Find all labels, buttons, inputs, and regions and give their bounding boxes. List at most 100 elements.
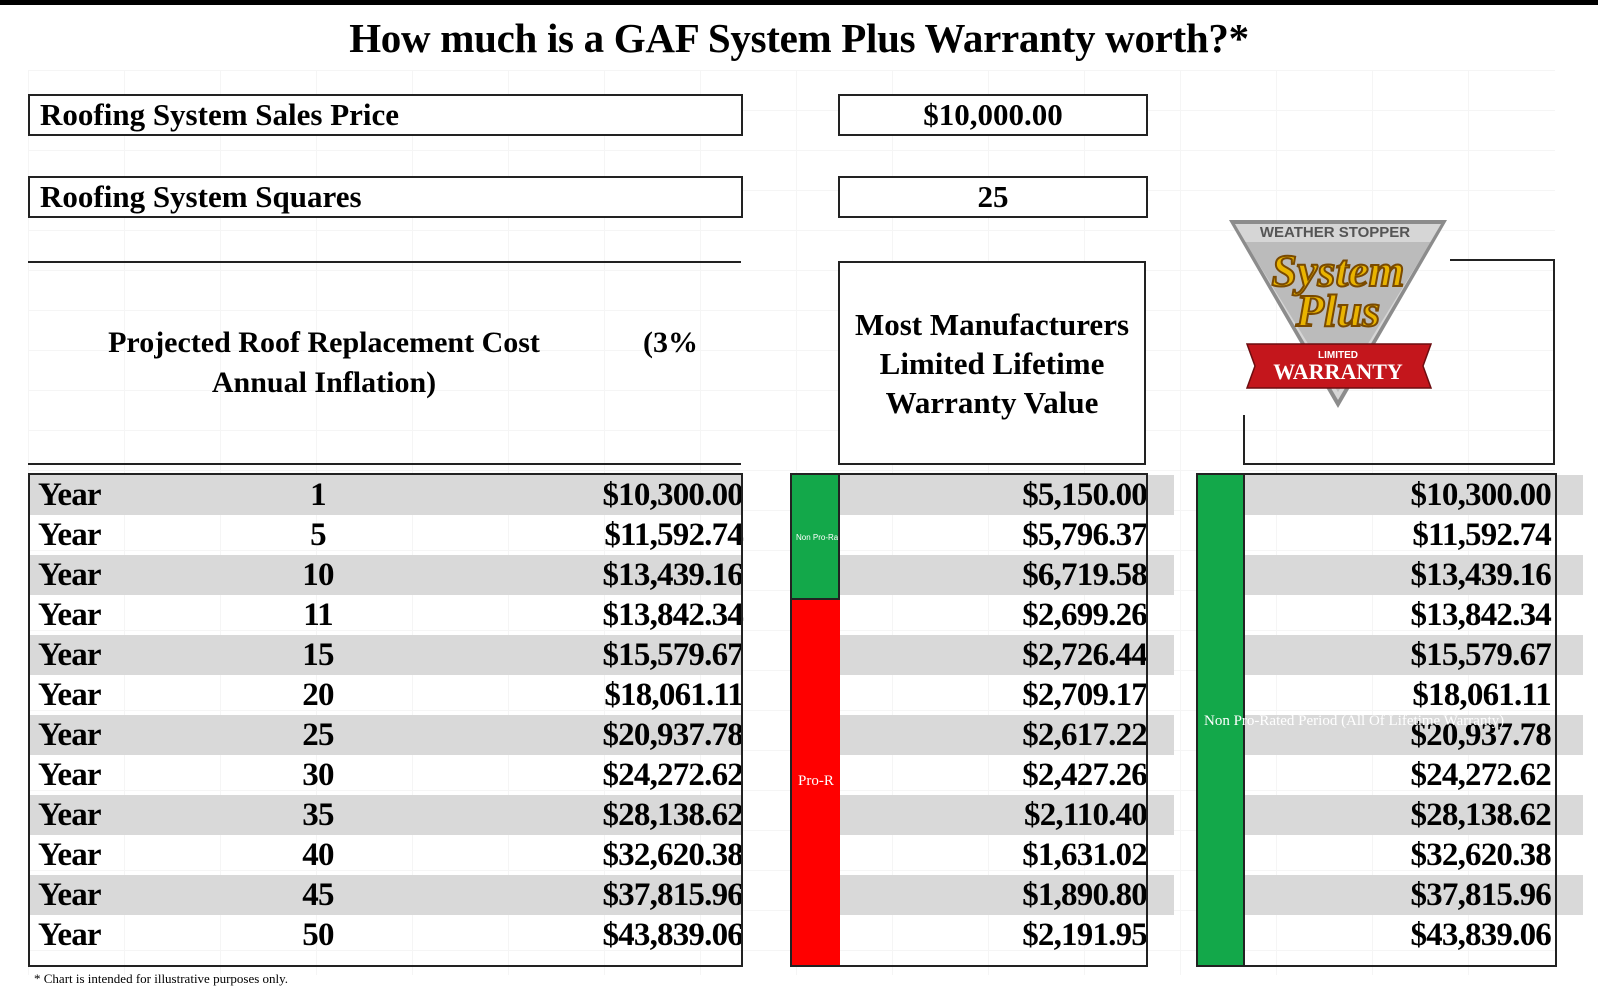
gaf-value: $20,937.78 bbox=[1410, 717, 1551, 753]
projected-header-percent: (3% bbox=[643, 326, 698, 359]
projected-header-line2: Annual Inflation) bbox=[211, 366, 437, 399]
manufacturer-value: $2,191.95 bbox=[1022, 917, 1148, 953]
gaf-bar-divider bbox=[1243, 475, 1245, 965]
year-number: 50 bbox=[302, 917, 334, 953]
year-label: Year bbox=[38, 717, 102, 753]
manufacturer-value: $5,150.00 bbox=[1022, 477, 1148, 513]
projected-cost: $11,592.74 bbox=[604, 517, 743, 553]
gaf-header-bottom-border bbox=[1243, 463, 1555, 465]
year-number: 25 bbox=[302, 717, 334, 753]
gaf-value: $43,839.06 bbox=[1410, 917, 1551, 953]
table-row: Year 35 $28,138.62 $2,110.40 $28,138.62 bbox=[28, 795, 1583, 835]
projected-cost: $18,061.11 bbox=[604, 677, 743, 713]
projected-cost: $13,439.16 bbox=[602, 557, 743, 593]
footnote: * Chart is intended for illustrative pur… bbox=[34, 971, 289, 986]
gaf-table-border bbox=[1196, 473, 1557, 967]
non-prorated-bar: Non Pro-Rated bbox=[792, 475, 840, 599]
squares-field[interactable]: 25 bbox=[838, 176, 1148, 218]
year-number: 5 bbox=[310, 517, 327, 553]
gaf-value: $13,439.16 bbox=[1410, 557, 1551, 593]
system-plus-logo: WEATHER STOPPER System Plus LIMITED WARR… bbox=[1225, 216, 1451, 412]
prorated-bar-label: Pro-R bbox=[798, 773, 834, 789]
projected-header-line1: Projected Roof Replacement Cost bbox=[108, 326, 540, 359]
projected-cost-table-border bbox=[28, 473, 743, 967]
table-row: Year 25 $20,937.78 $2,617.22 $20,937.78 bbox=[28, 715, 1583, 755]
gaf-header-top-border bbox=[1450, 259, 1555, 261]
year-number: 1 bbox=[310, 477, 327, 513]
year-number: 11 bbox=[303, 597, 333, 633]
gaf-value: $28,138.62 bbox=[1410, 797, 1551, 833]
projected-cost: $15,579.67 bbox=[602, 637, 743, 673]
table-row: Year 20 $18,061.11 $2,709.17 $18,061.11 bbox=[28, 675, 1555, 715]
logo-top-text: WEATHER STOPPER bbox=[1260, 224, 1410, 241]
system-plus-shield-icon: WEATHER STOPPER System Plus LIMITED WARR… bbox=[1229, 220, 1447, 408]
projected-cost: $24,272.62 bbox=[602, 757, 743, 793]
year-label: Year bbox=[38, 797, 102, 833]
year-number: 20 bbox=[302, 677, 334, 713]
manufacturer-value: $6,719.58 bbox=[1022, 557, 1148, 593]
gaf-header-left-border bbox=[1243, 415, 1245, 465]
projected-cost: $28,138.62 bbox=[602, 797, 743, 833]
page-title: How much is a GAF System Plus Warranty w… bbox=[349, 15, 1249, 61]
year-number: 35 bbox=[302, 797, 334, 833]
manufacturer-table-border bbox=[790, 473, 1148, 967]
projected-cost: $20,937.78 bbox=[602, 717, 743, 753]
manufacturers-warranty-header: Most Manufacturers Limited Lifetime Warr… bbox=[838, 261, 1146, 465]
year-number: 10 bbox=[302, 557, 334, 593]
sales-price-field[interactable]: $10,000.00 bbox=[838, 94, 1148, 136]
gaf-value: $37,815.96 bbox=[1410, 877, 1551, 913]
year-number: 15 bbox=[302, 637, 334, 673]
projected-cost: $13,842.34 bbox=[602, 597, 743, 633]
year-number: 45 bbox=[302, 877, 334, 913]
gaf-value: $11,592.74 bbox=[1412, 517, 1551, 553]
manufacturer-value: $5,796.37 bbox=[1022, 517, 1148, 553]
year-label: Year bbox=[38, 677, 102, 713]
projected-cost: $10,300.00 bbox=[602, 477, 743, 513]
manufacturer-value: $2,427.26 bbox=[1022, 757, 1148, 793]
sales-price-label: Roofing System Sales Price bbox=[28, 94, 743, 136]
gaf-value: $15,579.67 bbox=[1410, 637, 1551, 673]
gaf-bar-label: Non Pro-Rated Period (All Of Lifetime Wa… bbox=[1204, 713, 1505, 729]
year-label: Year bbox=[38, 597, 102, 633]
squares-label: Roofing System Squares bbox=[28, 176, 743, 218]
projected-cost-header: Projected Roof Replacement Cost Annual I… bbox=[28, 261, 741, 465]
year-label: Year bbox=[38, 477, 102, 513]
year-label: Year bbox=[38, 917, 102, 953]
projected-cost: $43,839.06 bbox=[602, 917, 743, 953]
year-label: Year bbox=[38, 877, 102, 913]
mfr-header-line3: Warranty Value bbox=[885, 384, 1099, 420]
manufacturer-value: $2,726.44 bbox=[1022, 637, 1148, 673]
non-prorated-bar-label: Non Pro-Rated bbox=[796, 533, 840, 542]
manufacturer-value: $1,631.02 bbox=[1022, 837, 1148, 873]
year-label: Year bbox=[38, 517, 102, 553]
table-row: Year 11 $13,842.34 $2,699.26 $13,842.34 bbox=[28, 595, 1555, 635]
table-row: Year 5 $11,592.74 $5,796.37 $11,592.74 bbox=[28, 515, 1555, 555]
manufacturer-value: $2,617.22 bbox=[1022, 717, 1148, 753]
gaf-non-prorated-bar bbox=[1198, 475, 1243, 965]
table-row: Year 10 $13,439.16 $6,719.58 $13,439.16 bbox=[28, 555, 1583, 595]
projected-cost: $37,815.96 bbox=[602, 877, 743, 913]
manufacturer-value: $2,110.40 bbox=[1024, 797, 1148, 833]
bar-split-line bbox=[792, 598, 840, 600]
table-row: Year 1 $10,300.00 $5,150.00 $10,300.00 bbox=[28, 475, 1583, 515]
table-row: Year 30 $24,272.62 $2,427.26 $24,272.62 bbox=[28, 755, 1555, 795]
gaf-header-right-border bbox=[1553, 259, 1555, 465]
manufacturer-value: $2,699.26 bbox=[1022, 597, 1148, 633]
year-number: 40 bbox=[302, 837, 334, 873]
year-label: Year bbox=[38, 637, 102, 673]
logo-ribbon-text: WARRANTY bbox=[1273, 359, 1403, 384]
gaf-value: $18,061.11 bbox=[1412, 677, 1551, 713]
gaf-value: $32,620.38 bbox=[1410, 837, 1551, 873]
top-border bbox=[0, 0, 1598, 5]
logo-ribbon-small: LIMITED bbox=[1318, 350, 1358, 361]
year-label: Year bbox=[38, 757, 102, 793]
gaf-value: $13,842.34 bbox=[1410, 597, 1551, 633]
table-row: Year 45 $37,815.96 $1,890.80 $37,815.96 bbox=[28, 875, 1583, 915]
projected-cost: $32,620.38 bbox=[602, 837, 743, 873]
logo-main-text-1: System bbox=[1272, 245, 1405, 296]
mfr-header-line1: Most Manufacturers bbox=[854, 306, 1130, 342]
manufacturer-value: $2,709.17 bbox=[1022, 677, 1148, 713]
prorated-bar: Pro-R bbox=[792, 599, 840, 965]
year-label: Year bbox=[38, 837, 102, 873]
table-row: Year 40 $32,620.38 $1,631.02 $32,620.38 bbox=[28, 835, 1555, 875]
